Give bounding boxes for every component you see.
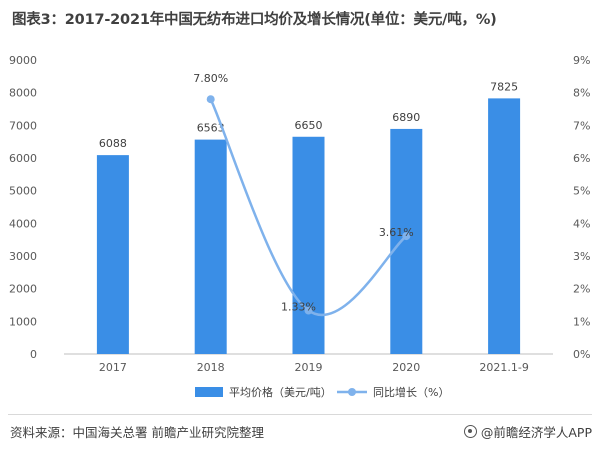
y-left-tick-label: 2000 — [9, 283, 37, 296]
footer-divider — [8, 414, 592, 415]
x-tick-label: 2018 — [197, 361, 225, 374]
y-right-tick-label: 8% — [573, 87, 590, 100]
bar-data-label: 6088 — [99, 137, 127, 150]
bar — [96, 155, 129, 354]
y-left-tick-label: 8000 — [9, 87, 37, 100]
legend-bar-label: 平均价格（美元/吨） — [229, 385, 332, 399]
growth-point — [402, 232, 411, 241]
y-right-tick-label: 1% — [573, 315, 590, 328]
y-left-tick-label: 5000 — [9, 185, 37, 198]
footer: 资料来源：中国海关总署 前瞻产业研究院整理 @前瞻经济学人APP — [8, 420, 592, 442]
y-right-tick-label: 2% — [573, 283, 590, 296]
y-right-tick-label: 7% — [573, 119, 590, 132]
y-left-tick-label: 4000 — [9, 217, 37, 230]
x-tick-label: 2019 — [295, 361, 323, 374]
y-right-tick-label: 9% — [573, 54, 590, 67]
source-note: 资料来源：中国海关总署 前瞻产业研究院整理 — [10, 425, 264, 440]
bar-data-label: 6890 — [392, 111, 420, 124]
y-left-tick-label: 1000 — [9, 315, 37, 328]
y-right-tick-label: 5% — [573, 185, 590, 198]
y-right-tick-label: 3% — [573, 250, 590, 263]
bar — [194, 139, 227, 354]
legend-line-label: 同比增长（%） — [373, 385, 449, 399]
y-right-tick-label: 6% — [573, 152, 590, 165]
bar-data-label: 6563 — [197, 122, 225, 135]
y-left-tick-label: 9000 — [9, 54, 37, 67]
x-tick-label: 2017 — [99, 361, 127, 374]
bar — [488, 98, 521, 354]
bar — [292, 136, 325, 354]
x-tick-label: 2020 — [392, 361, 420, 374]
bar-data-label: 6650 — [295, 119, 323, 132]
y-left-tick-label: 0 — [30, 348, 37, 361]
growth-point — [206, 95, 215, 104]
brand-logo-icon — [463, 425, 477, 438]
brand-text: @前瞻经济学人APP — [480, 425, 592, 440]
growth-line — [209, 98, 408, 317]
bar-data-label: 7825 — [490, 80, 518, 93]
growth-data-label: 1.33% — [281, 301, 316, 314]
y-right-tick-label: 0% — [573, 348, 590, 361]
y-left-tick-label: 3000 — [9, 250, 37, 263]
legend-bar-swatch — [195, 387, 223, 397]
growth-point — [304, 306, 313, 315]
legend-line-marker — [348, 388, 356, 396]
y-left-tick-label: 7000 — [9, 119, 37, 132]
y-right-tick-label: 4% — [573, 217, 590, 230]
brand-credit: @前瞻经济学人APP — [463, 422, 592, 441]
x-tick-label: 2021.1-9 — [479, 361, 528, 374]
growth-data-label: 3.61% — [379, 226, 414, 239]
y-left-tick-label: 6000 — [9, 152, 37, 165]
growth-data-label: 7.80% — [193, 72, 228, 85]
bar — [390, 128, 423, 354]
chart-title: 图表3：2017-2021年中国无纺布进口均价及增长情况(单位：美元/吨，%) — [12, 12, 497, 28]
